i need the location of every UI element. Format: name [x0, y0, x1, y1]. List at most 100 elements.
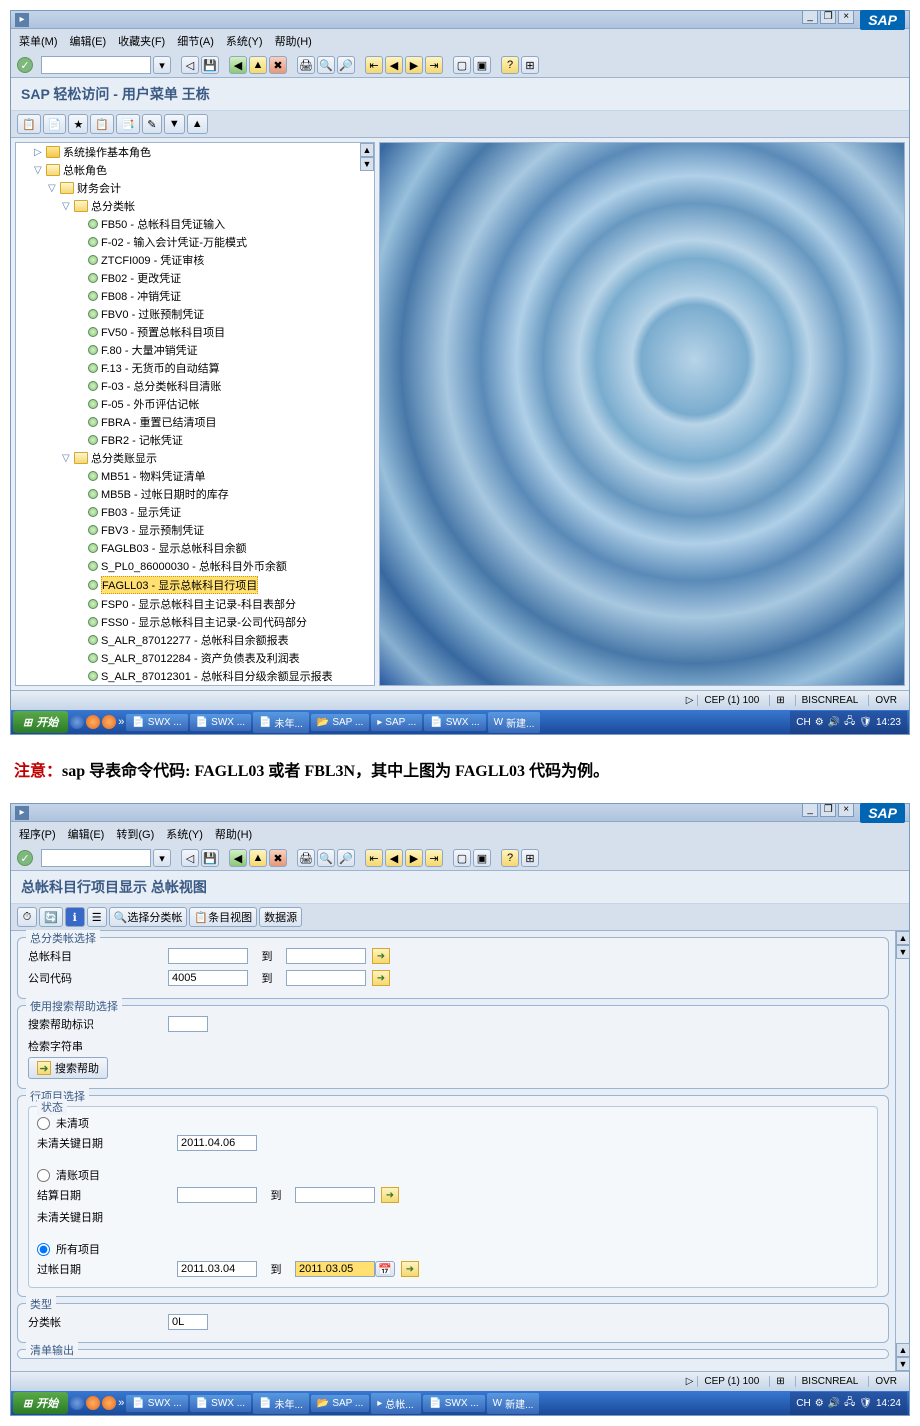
ledger-input[interactable]	[168, 1314, 208, 1330]
menu-system[interactable]: 系统(Y)	[162, 824, 207, 844]
tree-node[interactable]: FSS0 - 显示总帐科目主记录-公司代码部分	[16, 613, 374, 631]
prev-page-icon[interactable]: ◀	[385, 849, 403, 867]
find-next-icon[interactable]: 🔎	[337, 849, 355, 867]
date-picker-icon[interactable]: 📅	[375, 1261, 395, 1277]
multi-select-icon[interactable]: ➜	[372, 970, 390, 986]
quick-ie-icon[interactable]	[70, 715, 84, 729]
posting-date-from-input[interactable]	[177, 1261, 257, 1277]
task-item[interactable]: ▸总帐...	[371, 1393, 421, 1414]
task-item[interactable]: 📄未年...	[253, 712, 309, 733]
restore-icon[interactable]: ❐	[820, 10, 836, 24]
app-btn-4[interactable]: ☰	[87, 907, 107, 927]
layout-icon[interactable]: ⊞	[521, 56, 539, 74]
tree-node[interactable]: S_ALR_87012284 - 资产负债表及利润表	[16, 649, 374, 667]
system-tray[interactable]: CH ⚙ 🔊 🖧 🛡 14:23	[790, 711, 907, 734]
close-icon[interactable]: ×	[838, 803, 854, 817]
tree-node[interactable]: F.80 - 大量冲销凭证	[16, 341, 374, 359]
tree-node[interactable]: F-02 - 输入会计凭证-万能模式	[16, 233, 374, 251]
tree-node[interactable]: F-03 - 总分类帐科目清账	[16, 377, 374, 395]
last-page-icon[interactable]: ⇥	[425, 849, 443, 867]
cancel-icon[interactable]: ✖	[269, 56, 287, 74]
menu-favorites[interactable]: 收藏夹(F)	[114, 31, 169, 51]
menu-edit[interactable]: 编辑(E)	[64, 824, 109, 844]
tray-icon[interactable]: 🖧	[844, 1395, 855, 1412]
first-page-icon[interactable]: ⇤	[365, 56, 383, 74]
exit-icon[interactable]: ▲	[249, 849, 267, 867]
dropdown-icon[interactable]: ▾	[153, 849, 171, 867]
tree-node[interactable]: FB03 - 显示凭证	[16, 503, 374, 521]
all-items-radio[interactable]	[37, 1243, 50, 1256]
tray-icon[interactable]: ⚙	[815, 1398, 824, 1409]
tree-node[interactable]: FAGLL03 - 显示总帐科目行项目	[16, 575, 374, 595]
tree-toggle-icon[interactable]: ▽	[62, 453, 74, 464]
entry-view-button[interactable]: 📋条目视图	[189, 907, 257, 927]
scroll-down-icon[interactable]: ▼	[896, 1357, 910, 1371]
back-icon[interactable]: ◁	[181, 849, 199, 867]
cancel-icon[interactable]: ✖	[269, 849, 287, 867]
tree-node[interactable]: ▽ 总分类帐	[16, 197, 374, 215]
print-icon[interactable]: 🖨	[297, 849, 315, 867]
start-button[interactable]: ⊞ 开始	[13, 1392, 68, 1414]
save-icon[interactable]: 💾	[201, 56, 219, 74]
select-ledger-button[interactable]: 🔍选择分类帐	[109, 907, 188, 927]
gl-account-from-input[interactable]	[168, 948, 248, 964]
tree-node[interactable]: S_ALR_87012277 - 总帐科目余额报表	[16, 631, 374, 649]
tree-toggle-icon[interactable]: ▽	[48, 183, 60, 194]
status-nav-icon[interactable]: ▷	[686, 695, 694, 706]
back-icon[interactable]: ◁	[181, 56, 199, 74]
clearing-date-to-input[interactable]	[295, 1187, 375, 1203]
tray-icon[interactable]: 🔊	[828, 717, 840, 728]
tray-icon[interactable]: 🛡	[859, 1398, 872, 1409]
tree-node[interactable]: FBV3 - 显示预制凭证	[16, 521, 374, 539]
back-green-icon[interactable]: ◀	[229, 849, 247, 867]
tree-toggle-icon[interactable]: ▽	[62, 201, 74, 212]
right-scrollbar[interactable]: ▲ ▼ ▲ ▼	[895, 931, 909, 1371]
tree-node[interactable]: FSP0 - 显示总帐科目主记录-科目表部分	[16, 595, 374, 613]
tree-node[interactable]: F-05 - 外币评估记帐	[16, 395, 374, 413]
help-icon[interactable]: ?	[501, 849, 519, 867]
task-item[interactable]: 📄SWX ...	[190, 714, 251, 731]
menu-help[interactable]: 帮助(H)	[271, 31, 316, 51]
tree-node[interactable]: ▽ 总帐角色	[16, 161, 374, 179]
task-item[interactable]: 📄SWX ...	[423, 1395, 484, 1412]
tree-scrollbar-bottom[interactable]: ▲ ▼	[360, 143, 374, 685]
find-icon[interactable]: 🔍	[317, 56, 335, 74]
task-item[interactable]: 📄SWX ...	[190, 1395, 251, 1412]
quick-firefox-icon[interactable]	[86, 1396, 100, 1410]
app-btn-5[interactable]: 📑	[116, 114, 140, 134]
status-layout-icon[interactable]: ⊞	[769, 1376, 790, 1387]
company-code-from-input[interactable]	[168, 970, 248, 986]
tree-node[interactable]: ZTCFI009 - 凭证审核	[16, 251, 374, 269]
task-item[interactable]: W新建...	[487, 1393, 540, 1414]
app-btn-down[interactable]: ▼	[164, 114, 185, 134]
tree-node[interactable]: MB51 - 物料凭证清单	[16, 467, 374, 485]
tree-toggle-icon[interactable]: ▽	[34, 165, 46, 176]
tree-node[interactable]: ▽ 总分类账显示	[16, 449, 374, 467]
app-btn-2[interactable]: 🔄	[39, 907, 63, 927]
save-icon[interactable]: 💾	[201, 849, 219, 867]
gl-account-to-input[interactable]	[286, 948, 366, 964]
task-item[interactable]: 📂SAP ...	[311, 1395, 369, 1412]
enter-icon[interactable]: ✓	[17, 57, 33, 73]
menu-menu[interactable]: 菜单(M)	[15, 31, 62, 51]
search-help-id-input[interactable]	[168, 1016, 208, 1032]
scroll-down-icon[interactable]: ▼	[896, 945, 910, 959]
tree-node[interactable]: FAGLB03 - 显示总帐科目余额	[16, 539, 374, 557]
layout-icon[interactable]: ⊞	[521, 849, 539, 867]
status-layout-icon[interactable]: ⊞	[769, 695, 790, 706]
next-page-icon[interactable]: ▶	[405, 56, 423, 74]
info-icon[interactable]: ℹ	[65, 907, 85, 927]
search-help-button[interactable]: ➜ 搜索帮助	[28, 1057, 108, 1079]
find-next-icon[interactable]: 🔎	[337, 56, 355, 74]
shortcut-icon[interactable]: ▣	[473, 56, 491, 74]
start-button[interactable]: ⊞ 开始	[13, 711, 68, 733]
tree-node[interactable]: ▽ 财务会计	[16, 179, 374, 197]
tree-node[interactable]: FBR2 - 记帐凭证	[16, 431, 374, 449]
tray-icon[interactable]: 🖧	[844, 714, 855, 731]
multi-select-icon[interactable]: ➜	[372, 948, 390, 964]
scroll-up-icon[interactable]: ▲	[896, 1343, 910, 1357]
task-item[interactable]: 📄SWX ...	[126, 1395, 187, 1412]
quick-ie-icon[interactable]	[70, 1396, 84, 1410]
data-source-button[interactable]: 数据源	[259, 907, 302, 927]
new-session-icon[interactable]: ▢	[453, 849, 471, 867]
